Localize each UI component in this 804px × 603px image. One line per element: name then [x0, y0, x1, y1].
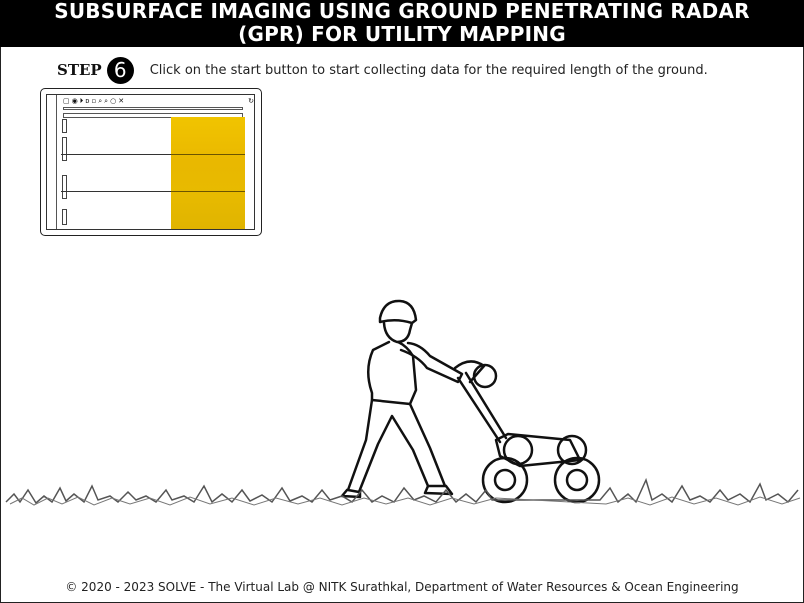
- refresh-icon[interactable]: ○: [110, 97, 117, 105]
- radargram-line-1: [171, 154, 245, 155]
- shoe-back: [340, 488, 362, 499]
- page-title-line-1: SUBSURFACE IMAGING USING GROUND PENETRAT…: [54, 0, 750, 23]
- torso: [367, 340, 418, 406]
- gpr-software-screen: ▢ ◉ ⏵ ᴅ ▫ ⌕ ⌕ ○ ✕ ↻: [40, 88, 262, 236]
- arm: [399, 341, 464, 384]
- toolbar: ▢ ◉ ⏵ ᴅ ▫ ⌕ ⌕ ○ ✕ ↻: [47, 96, 254, 106]
- step-instruction: Click on the start button to start colle…: [149, 62, 708, 78]
- side-panel: [47, 95, 57, 229]
- page-header: SUBSURFACE IMAGING USING GROUND PENETRAT…: [0, 0, 804, 47]
- zoom-out-icon[interactable]: ⌕: [104, 97, 109, 105]
- close-icon[interactable]: ✕: [118, 97, 125, 105]
- step-row: STEP 6 Click on the start button to star…: [57, 55, 708, 85]
- grass-line: [5, 477, 799, 505]
- footer-copyright: © 2020 - 2023 SOLVE - The Virtual Lab @ …: [65, 580, 739, 594]
- radargram-display: [171, 117, 245, 229]
- stop-icon[interactable]: ◉: [71, 97, 78, 105]
- radargram-line-2: [171, 191, 245, 192]
- record-icon[interactable]: ▫: [91, 97, 97, 105]
- shoe-front: [423, 484, 454, 496]
- parameter-bar: [63, 113, 243, 118]
- page-title-line-2: (GPR) FOR UTILITY MAPPING: [238, 22, 566, 46]
- helmet: [378, 299, 418, 325]
- channel-box-1: [62, 119, 67, 133]
- handle-display: [472, 363, 498, 389]
- trace-line-2: [61, 191, 173, 192]
- start-button[interactable]: ⏵: [79, 97, 84, 105]
- open-icon[interactable]: ▢: [63, 97, 70, 105]
- step-number-badge: 6: [106, 56, 134, 84]
- position-ruler: [63, 107, 243, 110]
- channel-box-4: [62, 209, 67, 225]
- wheel-front-left: [481, 456, 529, 504]
- wheel-front-right: [553, 456, 601, 504]
- wheel-back-left: [502, 434, 534, 466]
- channel-box-2: [62, 137, 67, 161]
- zoom-in-icon[interactable]: ⌕: [98, 97, 103, 105]
- settings-icon[interactable]: ↻: [248, 97, 254, 105]
- head: [382, 321, 414, 344]
- gpr-operator-illustration: [5, 299, 801, 506]
- channel-box-3: [62, 175, 67, 199]
- wheel-back-right: [556, 434, 588, 466]
- pause-icon[interactable]: ᴅ: [85, 97, 90, 105]
- step-label: STEP: [57, 61, 102, 79]
- gpr-software-window: ▢ ◉ ⏵ ᴅ ▫ ⌕ ⌕ ○ ✕ ↻: [46, 94, 255, 230]
- legs: [346, 398, 447, 494]
- trace-line-1: [61, 154, 173, 155]
